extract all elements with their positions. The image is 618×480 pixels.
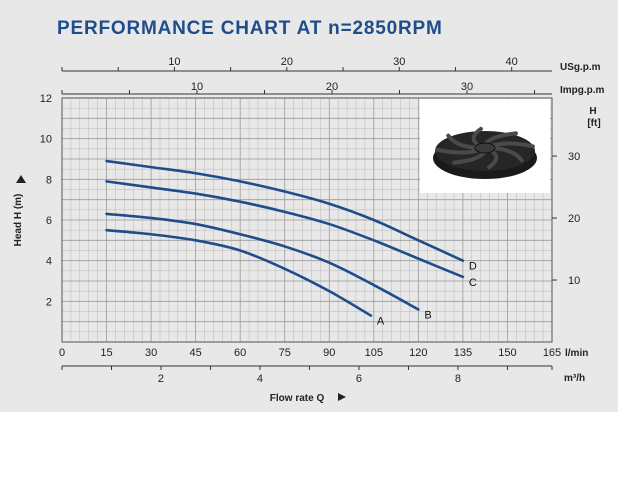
m3h-tick-label: 6 — [356, 373, 362, 385]
x-tick-label: 0 — [59, 347, 65, 359]
m3h-tick-label: 4 — [257, 373, 263, 385]
ft-tick-label: 10 — [568, 275, 580, 287]
x-tick-label: 150 — [498, 347, 516, 359]
y-tick-label: 2 — [46, 296, 52, 308]
x-tick-label: 165 — [543, 347, 561, 359]
performance-chart: 10 20 30 40 10 20 30 USg.p.m Impg.p.m 0 15 30 45 60 7… — [13, 56, 605, 404]
usgpm-unit-label: USg.p.m — [560, 62, 601, 73]
usgpm-tick-label: 10 — [168, 56, 180, 68]
left-axis: 2 4 6 8 10 12 Head H (m) — [13, 93, 52, 308]
x-tick-label: 30 — [145, 347, 157, 359]
usgpm-tick-label: 20 — [281, 56, 293, 68]
m3h-unit-label: m³/h — [564, 373, 585, 384]
top-axes: 10 20 30 40 10 20 30 USg.p.m Impg.p.m — [61, 56, 605, 96]
impgpm-tick-label: 30 — [461, 81, 473, 93]
chart-title: PERFORMANCE CHART AT n=2850RPM — [57, 18, 443, 39]
curve-label-d: D — [469, 261, 477, 273]
bottom-axes: 0 15 30 45 60 75 90 105 120 135 150 165 l/min 2 4 6 8 m³/… — [59, 347, 588, 404]
x-arrow — [338, 393, 346, 401]
curves: A B CD — [105, 159, 477, 328]
y-arrow — [16, 175, 26, 183]
y-tick-label: 10 — [40, 134, 52, 146]
impgpm-unit-label: Impg.p.m — [560, 85, 605, 96]
x-tick-label: 75 — [279, 347, 291, 359]
curve-c — [105, 180, 465, 279]
impeller-vane — [491, 146, 524, 163]
y-tick-label: 12 — [40, 93, 52, 105]
x-axis-label: Flow rate Q — [270, 393, 325, 404]
m3h-tick-label: 2 — [158, 373, 164, 385]
x-tick-label: 15 — [100, 347, 112, 359]
chart-panel: PERFORMANCE CHART AT n=2850RPM 10 20 30 40 1… — [0, 0, 618, 412]
curve-label-a: A — [377, 316, 385, 328]
y-tick-label: 4 — [46, 256, 52, 268]
x-tick-label: 135 — [454, 347, 472, 359]
impeller-hub — [474, 142, 496, 154]
usgpm-tick-label: 30 — [393, 56, 405, 68]
impgpm-tick-label: 10 — [191, 81, 203, 93]
usgpm-tick-label: 40 — [506, 56, 518, 68]
curve-label-c: C — [469, 277, 477, 289]
x-tick-label: 60 — [234, 347, 246, 359]
x-tick-label: 120 — [409, 347, 427, 359]
impgpm-tick-label: 20 — [326, 81, 338, 93]
right-axis: 10 20 30 H[ft] — [552, 106, 601, 287]
curve-label-b: B — [424, 309, 431, 321]
y-tick-label: 8 — [46, 174, 52, 186]
y-tick-label: 6 — [46, 215, 52, 227]
m3h-tick-label: 8 — [455, 373, 461, 385]
y-axis-label: Head H (m) — [13, 194, 24, 247]
x-tick-label: 90 — [323, 347, 335, 359]
right-axis-unit: [ft] — [587, 118, 600, 129]
right-axis-label: H — [589, 106, 596, 117]
curve-a — [105, 228, 373, 317]
impeller-vane — [446, 133, 479, 150]
curve-d — [105, 159, 465, 262]
plot-frame — [61, 97, 553, 343]
ft-tick-label: 30 — [568, 151, 580, 163]
impeller-inset — [420, 99, 550, 193]
x-tick-label: 45 — [190, 347, 202, 359]
ft-tick-label: 20 — [568, 213, 580, 225]
x-unit-label: l/min — [565, 348, 588, 359]
x-tick-label: 105 — [365, 347, 383, 359]
curve-b — [105, 212, 420, 311]
